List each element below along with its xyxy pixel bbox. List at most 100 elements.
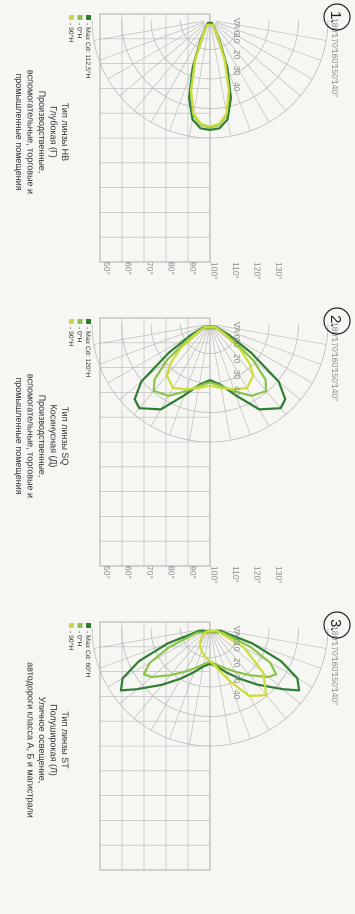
angle-tick-label: 90°	[188, 566, 198, 579]
angle-tick-label: 110°	[231, 566, 241, 583]
polar-spoke	[212, 25, 270, 123]
chart-caption-line: Уличное освещение,	[37, 697, 47, 784]
angle-tick-label: 180°	[330, 626, 340, 644]
angle-tick-label: 130°	[274, 262, 284, 280]
polar-spoke	[212, 633, 270, 731]
inner-tick-label: 40	[232, 82, 242, 92]
angle-tick-label: 170°	[330, 642, 340, 660]
angle-tick-label: 70°	[145, 262, 155, 275]
panel-number-circle	[323, 307, 351, 335]
angle-tick-label: 160°	[330, 353, 340, 371]
legend-swatch	[86, 15, 91, 20]
angle-tick-label: 110°	[231, 262, 241, 279]
polar-chart-2: 180°170°160°150°140° 130° 120° 110° 100° 90° 8…	[14, 307, 351, 584]
polar-spoke	[189, 633, 210, 745]
legend-label: - 0°H	[76, 23, 84, 39]
angle-tick-label: 180°	[330, 322, 340, 340]
chart-caption-line: Тип линзы SQ	[60, 407, 70, 466]
legend-label: - Max Cd: 112,5°H	[84, 23, 92, 79]
chart-caption-line: вспомогательные, торговые и	[26, 70, 36, 194]
legend-swatch	[86, 623, 91, 628]
chart-caption-line: автодороги класса А, Б и магистрали	[26, 662, 36, 818]
polar-spoke	[119, 631, 206, 705]
polar-chart-3: 180°170°160°150°140° VA 010 20 30 40 3. - Max …	[26, 611, 351, 871]
legend-swatch	[77, 15, 83, 20]
legend-label: - 90°H	[67, 327, 75, 346]
polar-spoke	[119, 23, 206, 97]
panel-number: 2.	[327, 315, 344, 328]
inner-tick-label: 10	[232, 642, 242, 652]
chart-caption-line: Тип линзы HB	[60, 103, 70, 161]
angle-tick-label: 120°	[253, 566, 263, 584]
inner-tick-label: VA 0	[232, 322, 242, 340]
panel-number-circle	[323, 611, 351, 639]
angle-tick-label: 100°	[210, 566, 220, 584]
polar-spoke	[215, 325, 321, 365]
angle-tick-label: 70°	[145, 566, 155, 579]
chart-caption-line: промышленные помещения	[14, 73, 24, 190]
inner-tick-label: 20	[232, 354, 242, 364]
angle-tick-label: 60°	[124, 566, 134, 579]
polar-spoke	[169, 329, 209, 435]
polar-spoke	[213, 328, 287, 415]
polar-spoke	[215, 20, 327, 41]
legend-swatch	[86, 319, 91, 324]
polar-spoke	[93, 628, 205, 649]
panel-number: 1.	[327, 11, 344, 24]
angle-tick-label: 80°	[167, 566, 177, 579]
angle-tick-label: 150°	[330, 369, 340, 387]
legend-label: - 90°H	[67, 631, 75, 650]
series-curve-2	[142, 631, 278, 679]
legend-swatch	[69, 623, 74, 628]
polar-spoke	[150, 633, 208, 731]
legend-swatch	[69, 319, 74, 324]
angle-tick-label: 60°	[124, 262, 134, 275]
inner-tick-label: 40	[232, 690, 242, 700]
angle-tick-label: 140°	[330, 688, 340, 706]
polar-spoke	[214, 23, 301, 97]
legend-label: - 0°H	[76, 631, 84, 647]
angle-tick-label: 90°	[188, 262, 198, 275]
inner-tick-label: VA 0	[232, 626, 242, 644]
polar-spoke	[210, 633, 231, 745]
inner-tick-label: 10	[232, 338, 242, 348]
angle-tick-label: 140°	[330, 384, 340, 402]
polar-spoke	[215, 324, 327, 345]
chart-caption-line: Глубокая (Г)	[49, 106, 59, 158]
polar-spoke	[211, 633, 251, 739]
inner-tick-label: 30	[232, 66, 242, 76]
panel-number: 3.	[327, 619, 344, 632]
polar-spoke	[211, 329, 251, 435]
legend-swatch	[77, 319, 83, 324]
polar-spoke	[215, 22, 313, 80]
angle-tick-label: 160°	[330, 49, 340, 67]
angle-tick-label: 50°	[102, 262, 112, 275]
legend-swatch	[69, 15, 74, 20]
angle-tick-label: 140°	[330, 80, 340, 98]
angle-tick-label: 170°	[330, 338, 340, 356]
polar-spoke	[99, 21, 205, 61]
polar-spoke	[93, 20, 205, 41]
chart-caption-line: Тип линзы ST	[60, 711, 70, 769]
inner-tick-label: 10	[232, 34, 242, 44]
inner-tick-label: VA 0	[232, 18, 242, 36]
legend-swatch	[77, 623, 83, 628]
chart-caption-line: промышленные помещения	[14, 377, 24, 494]
angle-tick-label: 120°	[253, 262, 263, 280]
legend-label: - Max Cd: 120°H	[84, 327, 92, 377]
chart-caption-line: вспомогательные, торговые и	[26, 374, 36, 498]
panel-number-circle	[323, 3, 351, 31]
angle-tick-label: 80°	[167, 262, 177, 275]
chart-caption-line: Полуширокая (Л)	[49, 704, 59, 776]
polar-spoke	[133, 24, 207, 111]
polar-spoke	[214, 631, 301, 705]
polar-spoke	[169, 25, 209, 131]
legend-label: - Max Cd: 60°H	[84, 631, 92, 678]
angle-tick-label: 130°	[274, 566, 284, 584]
inner-tick-label: 30	[232, 674, 242, 684]
series-curve-1	[188, 21, 232, 131]
polar-chart-1: 180°170°160°150°140° 130° 120° 110° 100° 90° 8…	[14, 3, 351, 280]
inner-tick-label: 20	[232, 50, 242, 60]
polar-spoke	[93, 324, 205, 345]
